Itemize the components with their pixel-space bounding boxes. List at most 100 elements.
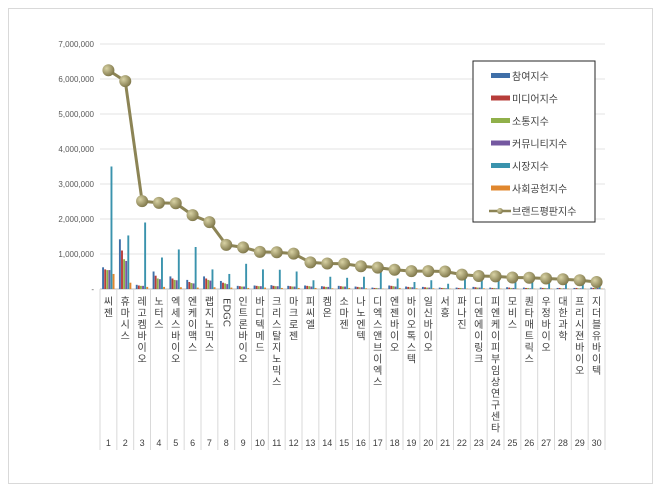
bar-5 bbox=[379, 269, 382, 289]
bar-3 bbox=[375, 287, 378, 289]
bar-5 bbox=[110, 166, 113, 289]
brand-reputation-point bbox=[304, 256, 317, 269]
bar-6 bbox=[348, 287, 351, 289]
bar-4 bbox=[259, 286, 262, 289]
bar-3 bbox=[577, 288, 580, 289]
bar-5 bbox=[144, 222, 147, 289]
bar-1 bbox=[388, 285, 391, 289]
brand-reputation-point bbox=[321, 257, 334, 270]
bar-6 bbox=[314, 287, 317, 289]
legend-swatch bbox=[491, 95, 510, 101]
bar-5 bbox=[565, 280, 567, 289]
bar-1 bbox=[287, 285, 290, 289]
bar-2 bbox=[154, 275, 157, 289]
bar-4 bbox=[579, 288, 582, 289]
y-tick-label: 6,000,000 bbox=[58, 75, 94, 84]
bar-2 bbox=[255, 285, 258, 289]
brand-reputation-point bbox=[102, 64, 115, 77]
bar-1 bbox=[421, 286, 424, 289]
y-tick-label: - bbox=[91, 285, 94, 294]
bar-3 bbox=[274, 286, 277, 289]
bar-6 bbox=[247, 287, 250, 289]
bar-6 bbox=[365, 288, 368, 289]
bar-4 bbox=[226, 284, 229, 289]
bar-4 bbox=[445, 288, 447, 289]
bar-2 bbox=[474, 287, 477, 289]
bar-5 bbox=[262, 269, 264, 289]
bar-1 bbox=[506, 287, 509, 289]
bar-4 bbox=[142, 285, 144, 289]
bar-1 bbox=[438, 287, 441, 289]
bar-1 bbox=[405, 286, 408, 289]
bar-6 bbox=[415, 288, 418, 289]
rank-label: 13 bbox=[305, 438, 315, 448]
rank-label: 29 bbox=[575, 438, 585, 448]
bar-1 bbox=[186, 279, 189, 289]
bar-4 bbox=[394, 286, 397, 289]
bar-4 bbox=[546, 288, 548, 289]
brand-reputation-point bbox=[253, 245, 266, 258]
bar-1 bbox=[270, 285, 273, 289]
bar-5 bbox=[127, 235, 130, 289]
rank-label: 18 bbox=[390, 438, 400, 448]
bar-2 bbox=[508, 287, 511, 289]
legend-label: 참여지수 bbox=[512, 71, 549, 83]
bar-1 bbox=[169, 276, 172, 289]
bar-2 bbox=[339, 286, 342, 289]
bar-4 bbox=[108, 270, 111, 289]
bar-1 bbox=[320, 286, 323, 289]
bar-4 bbox=[495, 288, 498, 289]
brand-reputation-point bbox=[237, 241, 250, 254]
brand-reputation-point bbox=[354, 260, 367, 273]
bar-6 bbox=[112, 273, 115, 289]
y-tick-label: 7,000,000 bbox=[58, 40, 94, 49]
bar-1 bbox=[590, 287, 593, 289]
bar-1 bbox=[253, 285, 256, 289]
brand-reputation-point bbox=[590, 276, 603, 288]
rank-label: 12 bbox=[289, 438, 299, 448]
brand-reputation-point bbox=[573, 274, 586, 287]
rank-label: 28 bbox=[558, 438, 568, 448]
bar-2 bbox=[491, 287, 494, 289]
bar-1 bbox=[489, 287, 492, 289]
legend-swatch bbox=[491, 118, 510, 123]
bar-1 bbox=[203, 276, 206, 289]
bar-3 bbox=[426, 287, 429, 289]
bar-3 bbox=[173, 279, 176, 289]
bar-3 bbox=[240, 286, 243, 289]
y-tick-label: 3,000,000 bbox=[58, 180, 94, 189]
bar-2 bbox=[575, 287, 578, 289]
rank-label: 3 bbox=[140, 438, 145, 448]
bar-2 bbox=[407, 286, 410, 289]
bar-3 bbox=[156, 278, 159, 289]
bar-4 bbox=[562, 288, 565, 289]
bar-4 bbox=[411, 287, 414, 289]
rank-label: 19 bbox=[406, 438, 416, 448]
bar-5 bbox=[497, 278, 500, 289]
brand-reputation-point bbox=[136, 195, 149, 208]
bar-2 bbox=[356, 286, 359, 289]
brand-reputation-point bbox=[388, 263, 401, 276]
bar-3 bbox=[560, 288, 563, 289]
brand-reputation-point bbox=[287, 247, 300, 260]
bar-1 bbox=[472, 286, 475, 289]
bar-1 bbox=[522, 287, 525, 289]
bar-5 bbox=[396, 278, 399, 289]
y-tick-label: 1,000,000 bbox=[58, 250, 94, 259]
bar-3 bbox=[358, 287, 361, 289]
bar-3 bbox=[594, 287, 597, 289]
bar-2 bbox=[272, 285, 275, 289]
legend-swatch bbox=[491, 163, 510, 168]
bar-5 bbox=[295, 271, 298, 289]
bar-4 bbox=[243, 286, 245, 289]
